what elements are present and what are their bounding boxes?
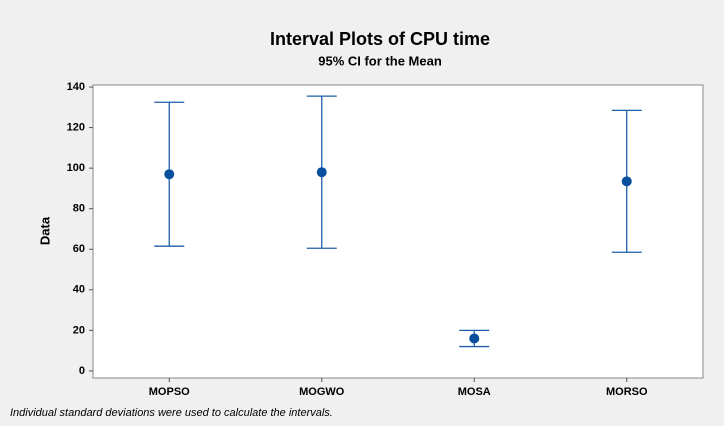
mean-point	[621, 176, 632, 187]
mean-point	[469, 333, 480, 344]
mean-point	[316, 167, 327, 178]
x-tick-label: MOGWO	[299, 386, 345, 398]
y-tick-label: 80	[73, 203, 85, 215]
footnote: Individual standard deviations were used…	[10, 407, 333, 419]
y-tick-label: 20	[73, 324, 85, 336]
y-tick-label: 0	[79, 365, 85, 377]
x-tick-label: MORSO	[606, 386, 648, 398]
y-tick-label: 120	[67, 121, 85, 133]
y-tick-label: 100	[67, 162, 85, 174]
mean-point	[164, 169, 175, 180]
plot-area	[92, 84, 704, 379]
chart-subtitle: 95% CI for the Mean	[318, 53, 442, 68]
x-tick-label: MOPSO	[149, 386, 190, 398]
x-tick-label: MOSA	[458, 386, 491, 398]
y-tick-label: 60	[73, 243, 85, 255]
y-tick-label: 140	[67, 81, 85, 93]
y-tick-label: 40	[73, 284, 85, 296]
chart-title: Interval Plots of CPU time	[270, 29, 490, 49]
y-axis-label: Data	[37, 216, 52, 245]
